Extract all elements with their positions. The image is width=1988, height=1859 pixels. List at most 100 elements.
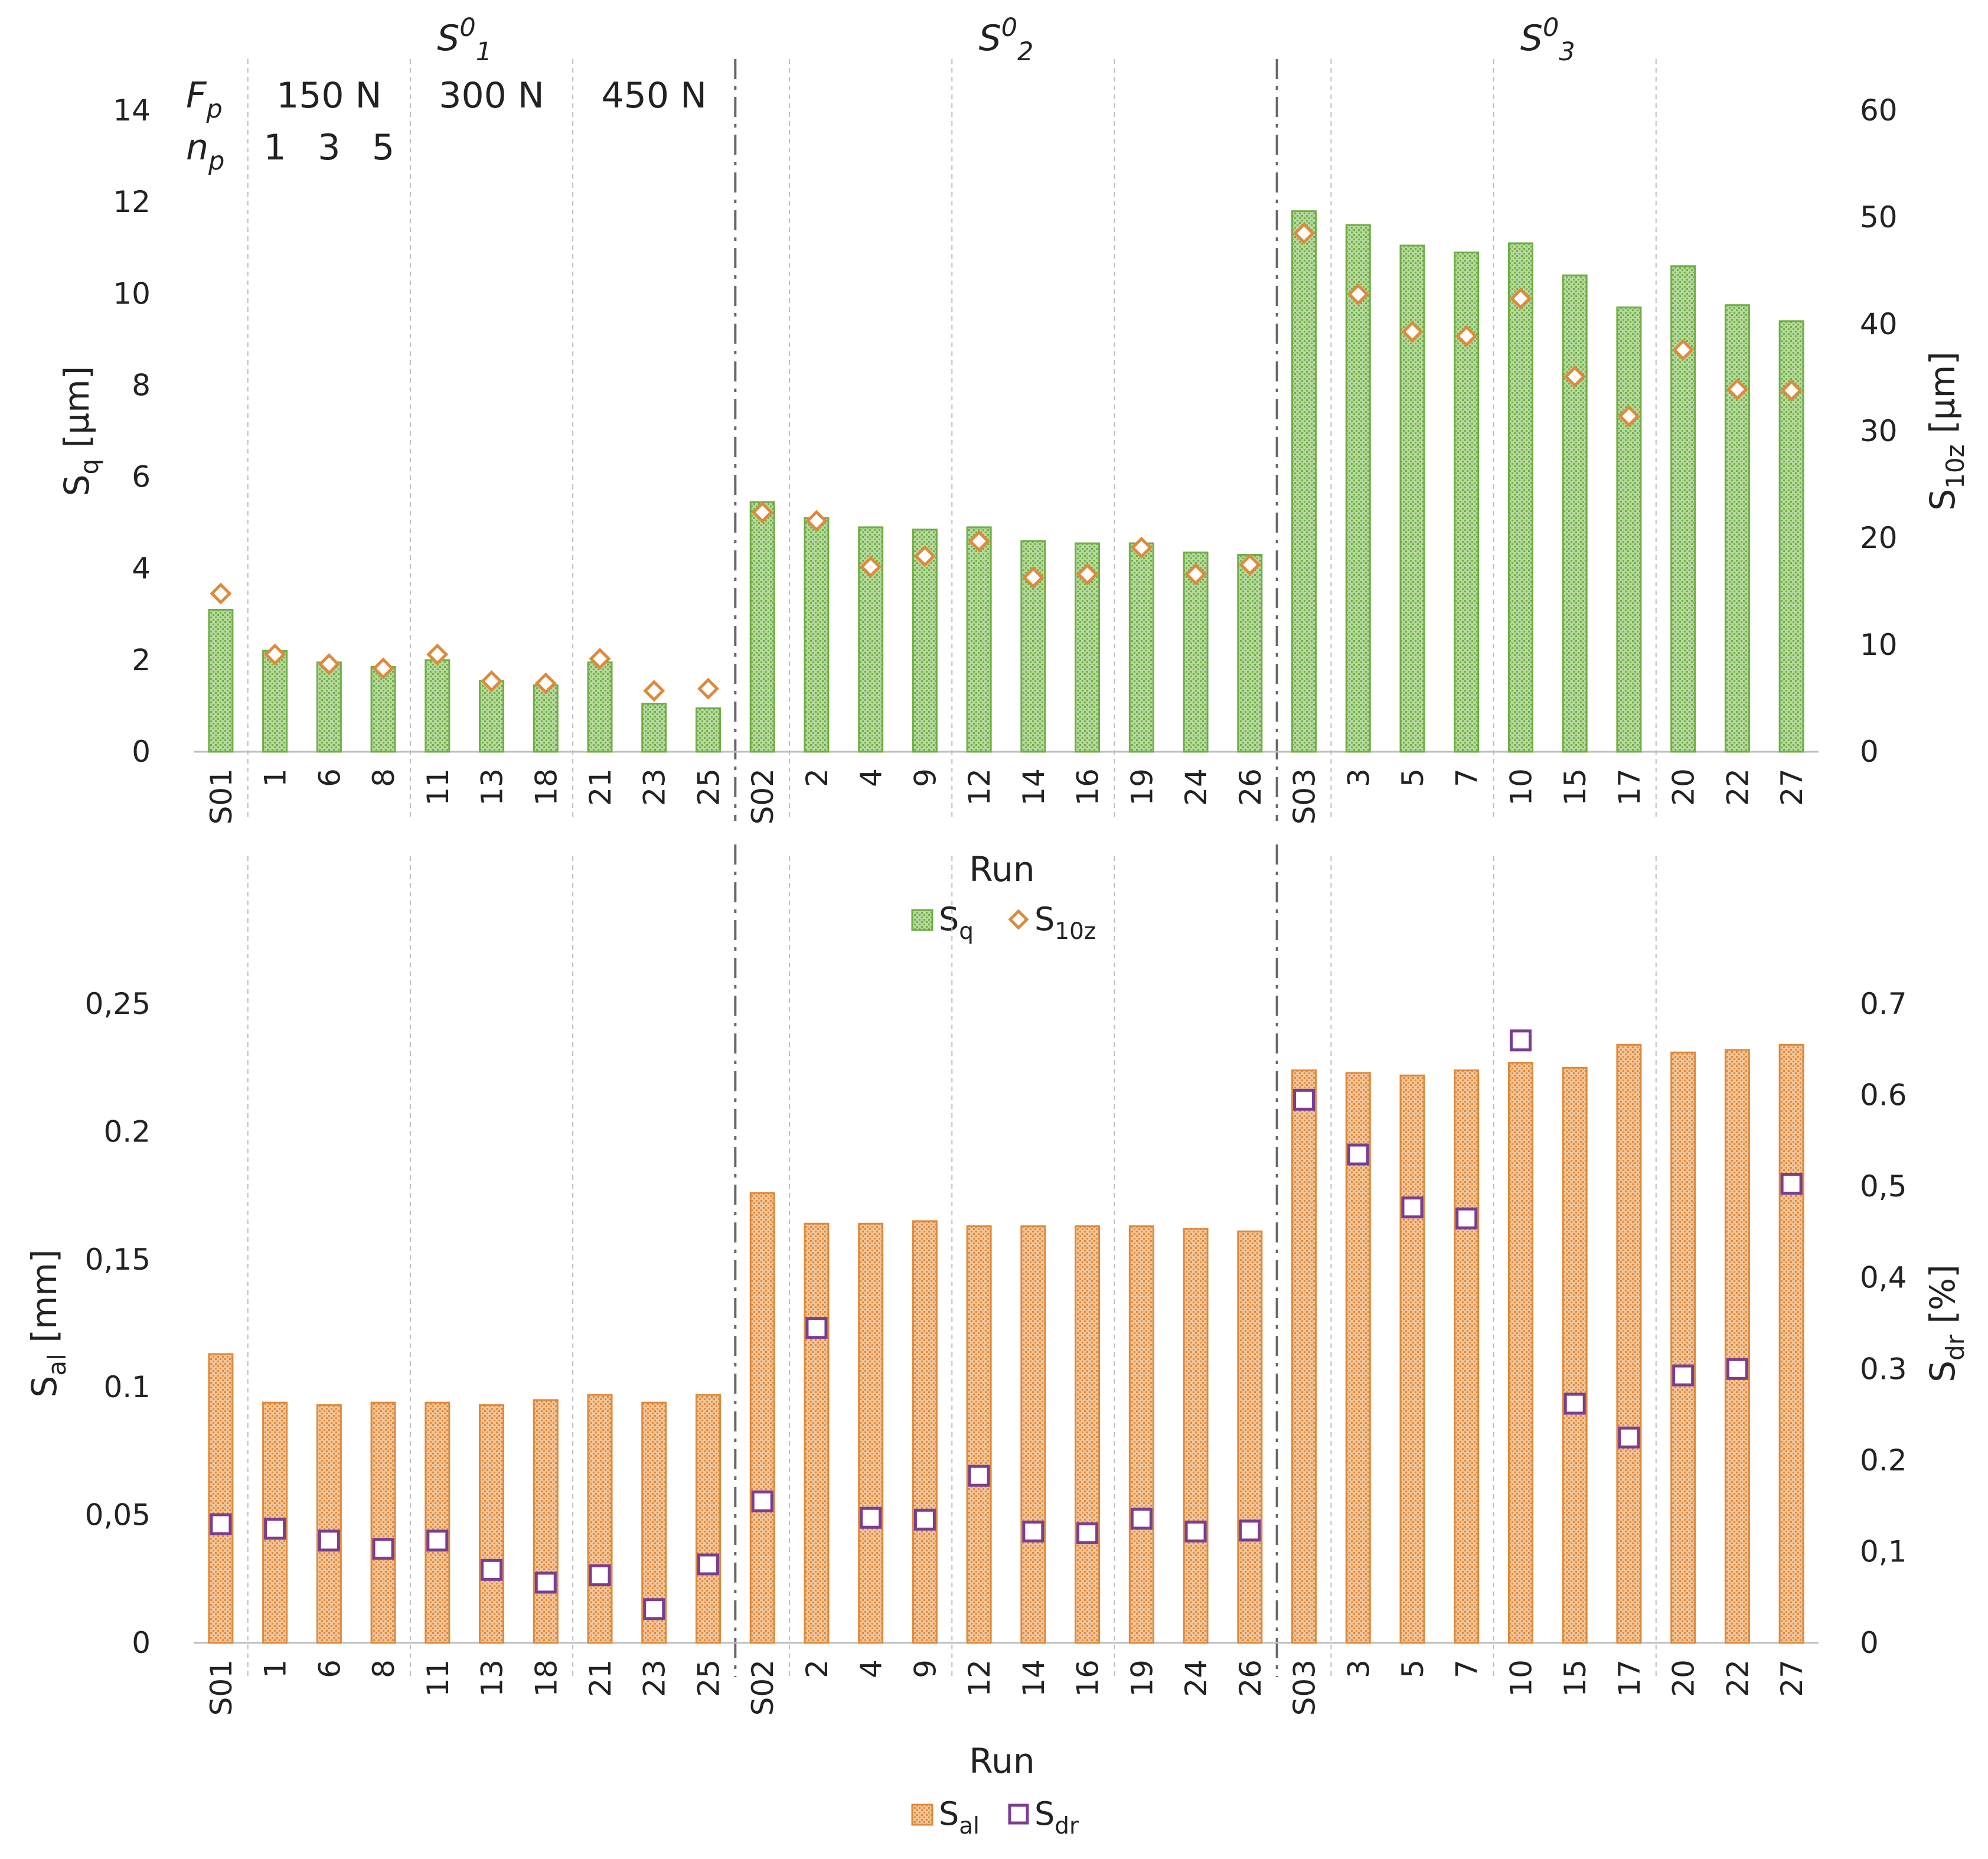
group-title: S01	[437, 13, 492, 67]
x-tick-label: 14	[1017, 768, 1051, 806]
marker-s10z	[1509, 288, 1532, 310]
x-tick-label: 1	[259, 768, 293, 787]
legend-swatch-marker	[1008, 909, 1029, 930]
bottom-chart: 0 0,05 0.1 0,15 0.2 0,25 0 0,1 0.2 0.3 0,4 0,5 0.6 0.…	[24, 844, 1970, 1840]
x-tick-label: 20	[1667, 768, 1701, 806]
marker-sdr	[1076, 1522, 1099, 1545]
bar-sal	[1616, 1043, 1642, 1644]
bar-sal	[1237, 1230, 1263, 1644]
marker-sdr	[1672, 1364, 1695, 1387]
bar-sal	[1562, 1067, 1588, 1644]
marker-s10z	[643, 680, 665, 702]
marker-s10z	[1726, 378, 1748, 400]
marker-s10z	[1347, 283, 1369, 305]
marker-sdr	[1618, 1426, 1640, 1449]
x-tick-label: 17	[1612, 1659, 1647, 1697]
y-left-tick-label: 0,25	[85, 987, 151, 1021]
marker-sdr	[372, 1538, 394, 1560]
bar-sq	[1183, 552, 1209, 753]
marker-sdr	[264, 1518, 286, 1540]
bar-sal	[1724, 1049, 1750, 1644]
marker-sdr	[1347, 1143, 1369, 1166]
marker-s10z	[1401, 321, 1424, 343]
group-title: S03	[1520, 13, 1575, 67]
x-tick-label: 7	[1450, 768, 1484, 787]
marker-s10z	[805, 510, 828, 532]
x-tick-label: 19	[1125, 1659, 1159, 1697]
bar-sal	[316, 1404, 342, 1644]
bar-sal	[425, 1401, 451, 1644]
x-tick-label: 13	[475, 768, 510, 806]
passes-label: 1	[264, 127, 286, 168]
x-tick-label: 25	[691, 1659, 726, 1697]
x-tick-label: 26	[1233, 1659, 1268, 1697]
bar-sq	[1237, 553, 1263, 753]
y-left-tick-label: 14	[113, 93, 151, 128]
x-axis-title: Run	[969, 1741, 1034, 1781]
marker-sdr	[860, 1506, 882, 1529]
bar-sq	[370, 666, 396, 753]
x-tick-label: 5	[1396, 1659, 1430, 1678]
bar-sq	[262, 650, 288, 753]
marker-sdr	[1455, 1207, 1478, 1229]
marker-s10z	[1780, 379, 1803, 402]
x-tick-label: 2	[800, 1659, 834, 1678]
y-left-tick-label: 0,15	[85, 1242, 151, 1277]
bar-sq	[966, 526, 992, 753]
marker-s10z	[210, 582, 232, 605]
x-tick-label: 17	[1612, 768, 1647, 806]
group-title: S02	[979, 13, 1034, 67]
y-right-tick-label: 30	[1860, 414, 1898, 448]
y-left-tick-label: 4	[132, 552, 151, 586]
x-tick-label: 27	[1775, 1659, 1809, 1697]
marker-sdr	[1401, 1196, 1424, 1219]
x-tick-label: 16	[1071, 768, 1105, 806]
marker-sdr	[318, 1529, 340, 1552]
bar-sal	[1291, 1069, 1317, 1644]
bar-sal	[1075, 1225, 1101, 1644]
x-tick-label: 11	[421, 1659, 455, 1697]
bar-sq	[1507, 242, 1533, 753]
bar-sal	[912, 1220, 938, 1644]
bar-sal	[1670, 1051, 1696, 1644]
marker-sdr	[805, 1317, 828, 1339]
marker-s10z	[1130, 536, 1153, 559]
passes-label: 5	[372, 127, 394, 168]
marker-sdr	[697, 1553, 719, 1576]
bar-sal	[587, 1394, 613, 1644]
y-right-tick-label: 0	[1860, 1626, 1879, 1660]
bar-sq	[316, 661, 342, 753]
x-tick-label: 24	[1179, 1659, 1213, 1697]
x-tick-label: 20	[1667, 1659, 1701, 1697]
marker-s10z	[264, 643, 286, 666]
marker-s10z	[751, 501, 773, 524]
x-tick-label: 14	[1017, 1659, 1051, 1697]
bar-sal	[479, 1404, 505, 1644]
x-tick-label: 4	[854, 1659, 889, 1678]
marker-s10z	[1563, 366, 1586, 388]
x-tick-label: S01	[204, 1659, 239, 1716]
x-tick-label: 8	[367, 768, 401, 787]
x-tick-label: 22	[1721, 768, 1755, 806]
x-tick-label: 13	[475, 1659, 510, 1697]
y-right-tick-label: 50	[1860, 200, 1898, 234]
y-right-tick-label: 0,5	[1860, 1169, 1907, 1204]
y-right-axis-title: S10z [µm]	[1922, 351, 1970, 510]
x-tick-label: 19	[1125, 768, 1159, 806]
marker-sdr	[968, 1465, 990, 1487]
marker-s10z	[913, 545, 936, 568]
marker-s10z	[860, 556, 882, 578]
marker-s10z	[1184, 563, 1207, 586]
marker-s10z	[318, 653, 340, 676]
x-tick-label: 18	[529, 1659, 563, 1697]
legend-label: Sq	[939, 901, 974, 945]
legend-label: Sdr	[1034, 1795, 1079, 1840]
x-tick-label: 21	[583, 768, 618, 806]
marker-s10z	[426, 643, 449, 666]
marker-sdr	[1563, 1392, 1586, 1415]
x-tick-label: 21	[583, 1659, 618, 1697]
bar-sq	[1128, 542, 1154, 753]
marker-sdr	[1184, 1520, 1207, 1542]
bar-sal	[370, 1401, 396, 1644]
